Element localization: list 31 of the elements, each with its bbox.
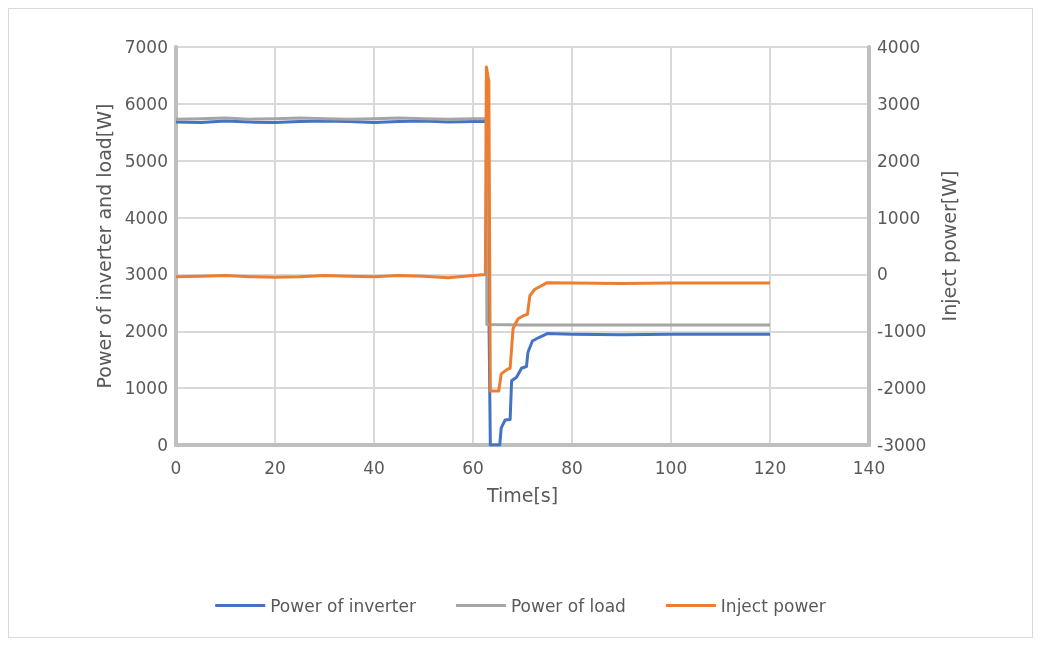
y2-tick-label: -1000	[877, 321, 927, 342]
x-tick-label: 20	[264, 457, 286, 478]
y-tick-label: 5000	[124, 150, 168, 171]
x-tick-label: 140	[852, 457, 886, 478]
y2-tick-label: 4000	[877, 37, 921, 57]
line-series	[174, 65, 772, 393]
y2-axis-title: Inject power[W]	[937, 170, 960, 322]
x-tick-label: 0	[170, 457, 182, 478]
x-tick-label: 100	[654, 457, 688, 478]
y2-tick-label: -2000	[877, 378, 927, 399]
y-tick-label: 0	[157, 435, 168, 455]
x-tick-label: 120	[753, 457, 787, 478]
y2-tick-label: 3000	[877, 93, 921, 114]
y2-tick-label: 2000	[877, 150, 921, 171]
x-tick-label: 40	[363, 457, 385, 478]
y2-tick-label: 1000	[877, 207, 921, 228]
y-tick-label: 1000	[124, 378, 168, 399]
x-tick-label: 60	[462, 457, 484, 478]
x-tick-label: 80	[561, 457, 583, 478]
y2-tick-label: -3000	[877, 435, 927, 455]
x-axis-title: Time[s]	[485, 483, 559, 506]
y2-tick-label: 0	[877, 264, 888, 285]
legend-label: Power of load	[510, 595, 626, 616]
y-tick-label: 4000	[124, 207, 168, 228]
y-tick-label: 3000	[124, 264, 168, 285]
legend-label: Inject power	[720, 595, 826, 616]
y-tick-label: 7000	[124, 37, 168, 57]
legend-label: Power of inverter	[270, 595, 416, 616]
y-tick-label: 6000	[124, 93, 168, 114]
y-axis-title: Power of inverter and load[W]	[93, 103, 116, 389]
y-tick-label: 2000	[124, 321, 168, 342]
